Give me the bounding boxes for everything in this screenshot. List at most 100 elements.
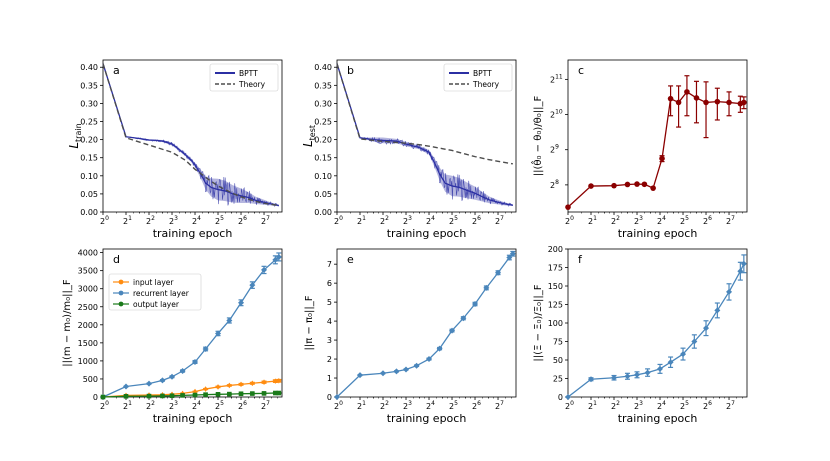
data-point	[634, 371, 641, 378]
x-tick-label: 25	[215, 215, 224, 226]
legend-marker	[118, 290, 124, 296]
x-tick-label: 25	[680, 215, 689, 226]
y-tick-label: 6	[327, 279, 332, 288]
legend-marker	[118, 279, 124, 285]
x-tick-label: 21	[123, 215, 132, 226]
data-point	[675, 99, 682, 106]
x-tick-label: 23	[634, 400, 643, 411]
x-tick-label: 21	[588, 215, 597, 226]
data-point	[644, 369, 651, 376]
panel-a: 0.00 0.05 0.10 0.15 0.20 0.25 0.30 0.35 0.40 20 21…	[67, 59, 283, 240]
x-tick-label: 24	[426, 215, 435, 226]
data-point	[740, 260, 747, 267]
panel-letter: d	[113, 253, 120, 266]
series-line	[336, 63, 513, 165]
data-point	[261, 391, 267, 396]
legend-label: output layer	[133, 300, 180, 309]
series-pi-change	[334, 250, 516, 400]
data-point	[403, 366, 410, 373]
legend-label: Theory	[238, 80, 266, 89]
data-point	[667, 359, 674, 366]
data-point	[123, 383, 130, 390]
y-tick-label: 4	[327, 317, 332, 326]
data-point	[657, 365, 664, 372]
y-axis-label: Ltrain	[67, 123, 83, 148]
y-tick-label: 2	[327, 355, 332, 364]
x-tick-label: 23	[634, 215, 643, 226]
data-point	[146, 380, 153, 387]
data-point	[261, 379, 267, 385]
data-point	[565, 204, 571, 210]
data-point	[495, 269, 502, 276]
y-axis-label: ||π − π₀||_F	[304, 295, 315, 350]
x-tick-label: 27	[726, 400, 735, 411]
data-point	[611, 374, 618, 381]
data-point	[436, 345, 443, 352]
data-point	[215, 391, 221, 397]
y-axis-label: Ltest	[301, 125, 317, 147]
y-tick-label: 25	[553, 375, 563, 384]
y-tick-label: 2000	[78, 321, 98, 330]
data-point	[634, 181, 640, 187]
x-tick-label: 23	[403, 215, 412, 226]
x-tick-label: 26	[703, 400, 712, 411]
data-point	[693, 95, 700, 101]
data-point	[624, 181, 631, 188]
y-tick-label: 1500	[78, 339, 98, 348]
y-tick-label: 29	[550, 144, 559, 155]
axes-frame	[102, 248, 283, 398]
x-tick-label: 26	[472, 215, 481, 226]
y-tick-label: 50	[553, 356, 563, 365]
y-tick-label: 0.35	[314, 81, 332, 90]
y-tick-label: 0.20	[80, 136, 98, 145]
x-tick-label: 23	[169, 215, 178, 226]
series-bptt	[336, 63, 513, 208]
x-tick-label: 26	[238, 215, 247, 226]
data-point	[703, 99, 709, 106]
y-tick-label: 200	[548, 245, 563, 254]
panel-letter: f	[578, 253, 583, 266]
data-point	[249, 380, 256, 387]
data-point	[413, 362, 420, 369]
data-point	[192, 358, 199, 365]
y-tick-label: 0.25	[80, 118, 98, 127]
x-tick-label: 22	[146, 400, 155, 411]
y-axis-label: ||(m − m₀)/m₀||_F	[62, 279, 73, 367]
y-tick-label: 0.15	[314, 154, 332, 163]
x-tick-label: 23	[169, 400, 178, 411]
legend-label: Theory	[472, 80, 500, 89]
x-tick-label: 20	[565, 400, 574, 411]
data-point	[202, 386, 209, 392]
x-tick-label: 20	[565, 215, 574, 226]
x-tick-label: 26	[238, 400, 247, 411]
y-tick-label: 0.20	[314, 136, 332, 145]
y-axis-label: ||(θ̂₀ − θ₀)/θ₀||_F	[530, 96, 544, 177]
data-point	[203, 392, 208, 397]
y-tick-label: 100	[548, 319, 563, 328]
y-tick-label: 0.00	[314, 208, 332, 217]
data-point	[159, 377, 166, 384]
x-axis-label: training epoch	[387, 412, 467, 425]
x-tick-label: 20	[334, 400, 343, 411]
data-point	[192, 392, 198, 398]
data-point	[472, 301, 479, 308]
data-point	[357, 372, 364, 379]
data-point	[169, 373, 176, 380]
x-tick-label: 20	[100, 400, 109, 411]
axes-frame	[336, 248, 517, 398]
data-point	[460, 315, 467, 322]
legend-marker	[118, 301, 124, 307]
data-point	[179, 368, 186, 375]
data-point	[275, 253, 282, 260]
x-tick-label: 21	[123, 400, 132, 411]
data-point	[276, 390, 282, 396]
data-point	[169, 393, 175, 399]
series-xi-change	[565, 254, 747, 400]
series-recurrent-layer	[100, 252, 282, 400]
y-tick-label: 4000	[78, 249, 98, 258]
data-point	[272, 378, 279, 384]
panel-letter: b	[347, 64, 354, 77]
data-point	[737, 268, 744, 275]
data-point	[226, 382, 233, 389]
